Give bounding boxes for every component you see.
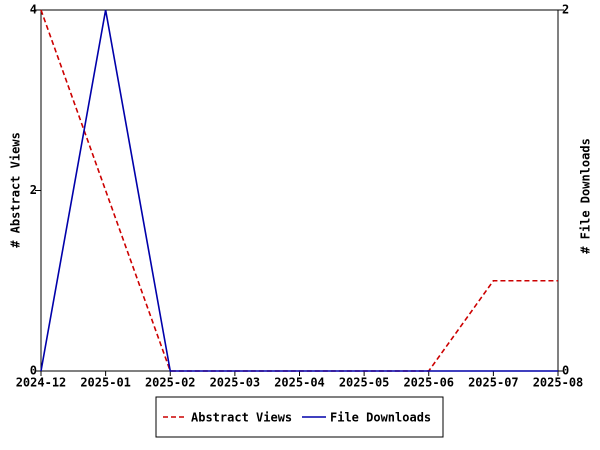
x-tick-label: 2025-04 (274, 376, 325, 390)
y-tick-label: 0 (30, 364, 37, 378)
x-tick-label: 2025-05 (339, 376, 390, 390)
x-tick-label: 2024-12 (16, 376, 67, 390)
legend-box (155, 396, 444, 438)
series-line (40, 9, 558, 372)
x-tick-label: 2025-01 (80, 376, 131, 390)
legend-label: Abstract Views (191, 411, 292, 425)
y2-axis-label: # File Downloads (579, 138, 593, 254)
x-tick-label: 2025-08 (533, 376, 584, 390)
y2-tick-label: 0 (562, 364, 569, 378)
y2-tick-label: 2 (562, 3, 569, 17)
series-line (40, 9, 558, 372)
y-tick-label: 2 (30, 183, 37, 197)
y-tick-label: 4 (30, 3, 37, 17)
y-axis-label: # Abstract Views (9, 132, 23, 248)
plot-frame (40, 9, 559, 372)
x-tick-label: 2025-07 (468, 376, 519, 390)
x-tick-label: 2025-06 (403, 376, 454, 390)
legend-label: File Downloads (330, 411, 431, 425)
x-tick-label: 2025-03 (210, 376, 261, 390)
x-tick-label: 2025-02 (145, 376, 196, 390)
